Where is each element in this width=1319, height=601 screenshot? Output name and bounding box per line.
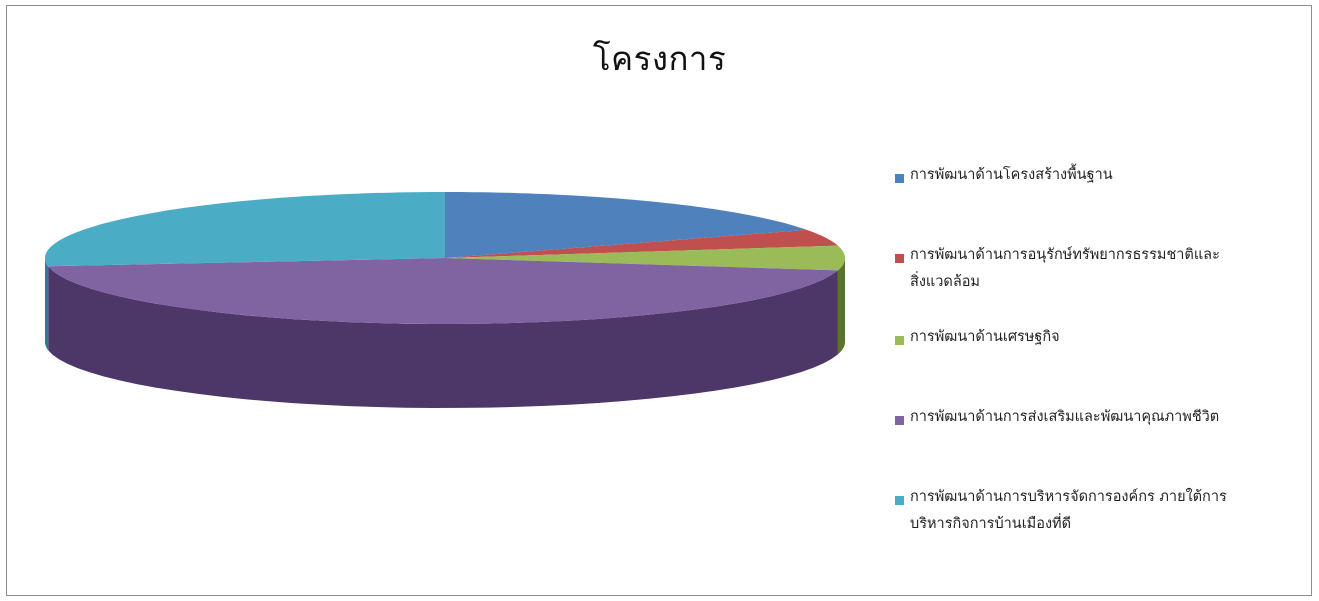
pie-slice-5 <box>45 192 445 267</box>
pie-sides <box>45 258 845 408</box>
legend-item-environment: การพัฒนาด้านการอนุรักษ์ทรัพยากรธรรมชาติแ… <box>895 247 1295 296</box>
pie-side-4 <box>48 266 838 408</box>
pie-side-3 <box>837 258 845 355</box>
legend-swatch <box>895 336 904 345</box>
legend-item-infrastructure: การพัฒนาด้านโครงสร้างพื้นฐาน <box>895 167 1295 189</box>
pie-slice-3 <box>445 245 845 271</box>
legend-swatch <box>895 174 904 183</box>
legend-item-governance: การพัฒนาด้านการบริหารจัดการองค์กร ภายใต้… <box>895 489 1295 538</box>
legend-item-quality-of-life: การพัฒนาด้านการส่งเสริมและพัฒนาคุณภาพชีว… <box>895 409 1295 431</box>
pie-slice-4 <box>48 258 838 324</box>
pie-slice-2 <box>445 229 838 258</box>
pie-tops <box>45 192 845 324</box>
legend-label: การพัฒนาด้านการส่งเสริมและพัฒนาคุณภาพชีว… <box>910 409 1220 425</box>
legend-label: การพัฒนาด้านการบริหารจัดการองค์กร ภายใต้… <box>910 489 1227 532</box>
pie-slice-1 <box>445 192 807 258</box>
legend-label: การพัฒนาด้านโครงสร้างพื้นฐาน <box>910 167 1113 183</box>
legend-swatch <box>895 496 904 505</box>
legend-swatch <box>895 416 904 425</box>
chart-title: โครงการ <box>592 39 727 78</box>
legend-label: การพัฒนาด้านการอนุรักษ์ทรัพยากรธรรมชาติแ… <box>910 247 1220 290</box>
legend-label: การพัฒนาด้านเศรษฐกิจ <box>910 329 1060 345</box>
legend-item-economy: การพัฒนาด้านเศรษฐกิจ <box>895 329 1295 351</box>
pie-side-5 <box>45 258 49 351</box>
legend-swatch <box>895 254 904 263</box>
